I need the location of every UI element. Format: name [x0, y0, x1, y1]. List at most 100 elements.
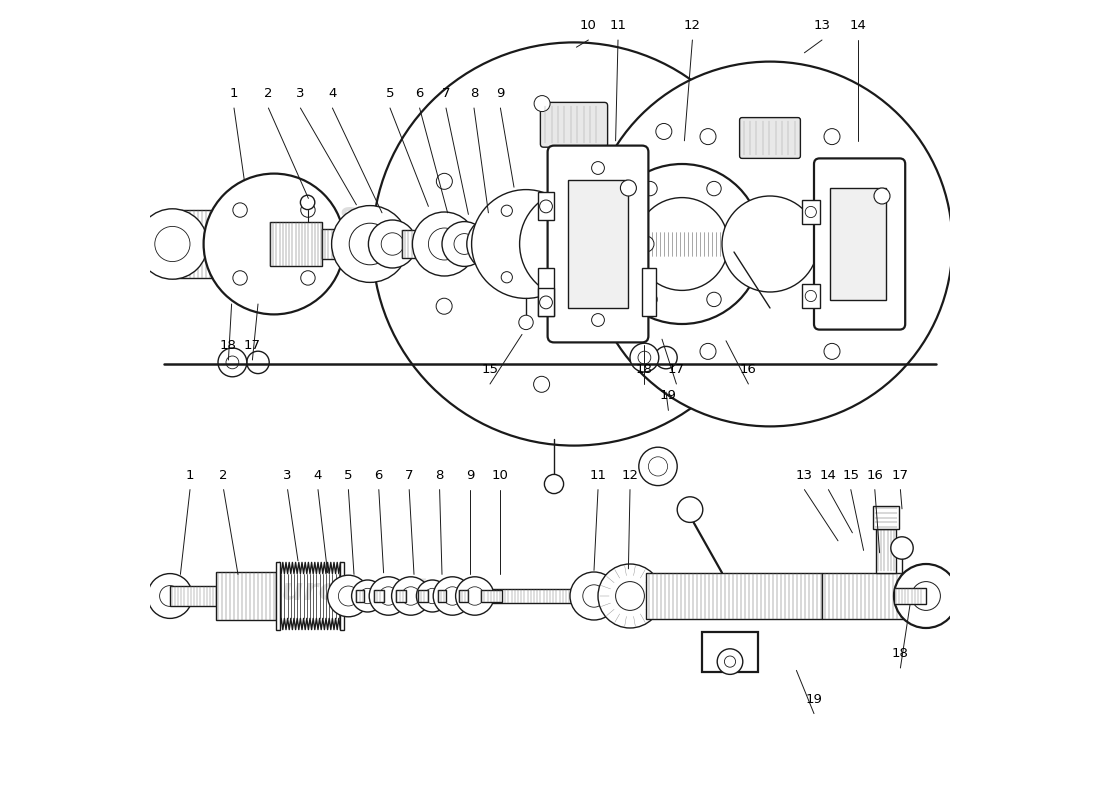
Text: 12: 12: [684, 19, 701, 32]
Text: 17: 17: [244, 339, 261, 352]
Circle shape: [466, 217, 521, 271]
FancyBboxPatch shape: [540, 102, 607, 147]
Circle shape: [540, 296, 552, 309]
Circle shape: [642, 292, 657, 306]
Circle shape: [373, 42, 776, 446]
Circle shape: [160, 586, 180, 606]
Circle shape: [700, 129, 716, 145]
Bar: [702, 632, 758, 672]
Circle shape: [481, 231, 507, 257]
Text: 9: 9: [496, 87, 505, 100]
Circle shape: [891, 537, 913, 559]
Circle shape: [710, 237, 726, 253]
Circle shape: [233, 203, 248, 218]
Circle shape: [717, 649, 743, 674]
Circle shape: [428, 228, 461, 260]
Text: 19: 19: [805, 693, 823, 706]
Circle shape: [300, 195, 315, 210]
Circle shape: [648, 457, 668, 476]
Bar: [276, 562, 280, 630]
Circle shape: [540, 200, 552, 213]
Bar: [396, 590, 406, 602]
Text: 16: 16: [867, 469, 883, 482]
Circle shape: [138, 209, 208, 279]
Text: 18: 18: [220, 339, 236, 352]
Circle shape: [592, 314, 604, 326]
Circle shape: [519, 315, 534, 330]
Circle shape: [710, 236, 726, 252]
Circle shape: [654, 346, 678, 369]
Circle shape: [442, 222, 487, 266]
Circle shape: [437, 174, 452, 190]
FancyBboxPatch shape: [814, 158, 905, 330]
Bar: [568, 180, 628, 308]
Text: 16: 16: [740, 363, 757, 376]
Bar: [894, 588, 926, 604]
Circle shape: [455, 577, 494, 615]
Circle shape: [598, 564, 662, 628]
Circle shape: [417, 580, 449, 612]
Circle shape: [382, 233, 404, 255]
Circle shape: [328, 575, 370, 617]
Circle shape: [638, 236, 654, 252]
Circle shape: [805, 206, 816, 218]
Circle shape: [592, 162, 604, 174]
Text: eurospartes: eurospartes: [262, 578, 470, 606]
Circle shape: [602, 164, 762, 324]
Text: 15: 15: [843, 469, 859, 482]
Circle shape: [656, 349, 671, 365]
Circle shape: [425, 588, 440, 604]
Circle shape: [246, 351, 270, 374]
Circle shape: [300, 203, 315, 218]
Text: 17: 17: [668, 363, 685, 376]
Text: 8: 8: [436, 469, 443, 482]
Bar: [877, 529, 895, 573]
Circle shape: [739, 237, 754, 251]
Circle shape: [368, 220, 417, 268]
Circle shape: [570, 572, 618, 620]
Circle shape: [886, 236, 902, 252]
Bar: [538, 268, 554, 316]
Circle shape: [656, 123, 672, 139]
Circle shape: [519, 190, 628, 298]
Text: eurospartes: eurospartes: [262, 202, 470, 230]
Bar: [418, 590, 428, 602]
Bar: [340, 562, 344, 630]
Bar: [830, 188, 886, 300]
Bar: [642, 268, 657, 316]
Text: 1: 1: [230, 87, 239, 100]
Bar: [474, 234, 494, 254]
Text: 14: 14: [849, 19, 867, 32]
Bar: [270, 222, 322, 266]
Bar: [802, 200, 820, 224]
Bar: [173, 210, 230, 278]
Text: 6: 6: [375, 469, 383, 482]
Circle shape: [583, 585, 605, 607]
FancyBboxPatch shape: [548, 146, 648, 342]
Bar: [459, 590, 469, 602]
Text: 10: 10: [580, 19, 597, 32]
Bar: [374, 590, 384, 602]
Bar: [507, 235, 519, 253]
Circle shape: [722, 196, 818, 292]
Bar: [538, 288, 554, 316]
Circle shape: [610, 237, 625, 251]
Circle shape: [535, 95, 550, 111]
Circle shape: [502, 272, 513, 283]
Bar: [356, 590, 364, 602]
Text: 10: 10: [492, 469, 509, 482]
Circle shape: [894, 564, 958, 628]
Circle shape: [472, 190, 581, 298]
Circle shape: [233, 270, 248, 285]
Circle shape: [331, 206, 408, 282]
Circle shape: [443, 586, 462, 606]
Bar: [538, 192, 554, 220]
Circle shape: [707, 182, 722, 196]
Circle shape: [642, 182, 657, 196]
Text: 2: 2: [219, 469, 228, 482]
FancyBboxPatch shape: [739, 118, 801, 158]
Circle shape: [433, 577, 472, 615]
Bar: [438, 590, 446, 602]
Circle shape: [226, 356, 239, 369]
Text: 8: 8: [470, 87, 478, 100]
